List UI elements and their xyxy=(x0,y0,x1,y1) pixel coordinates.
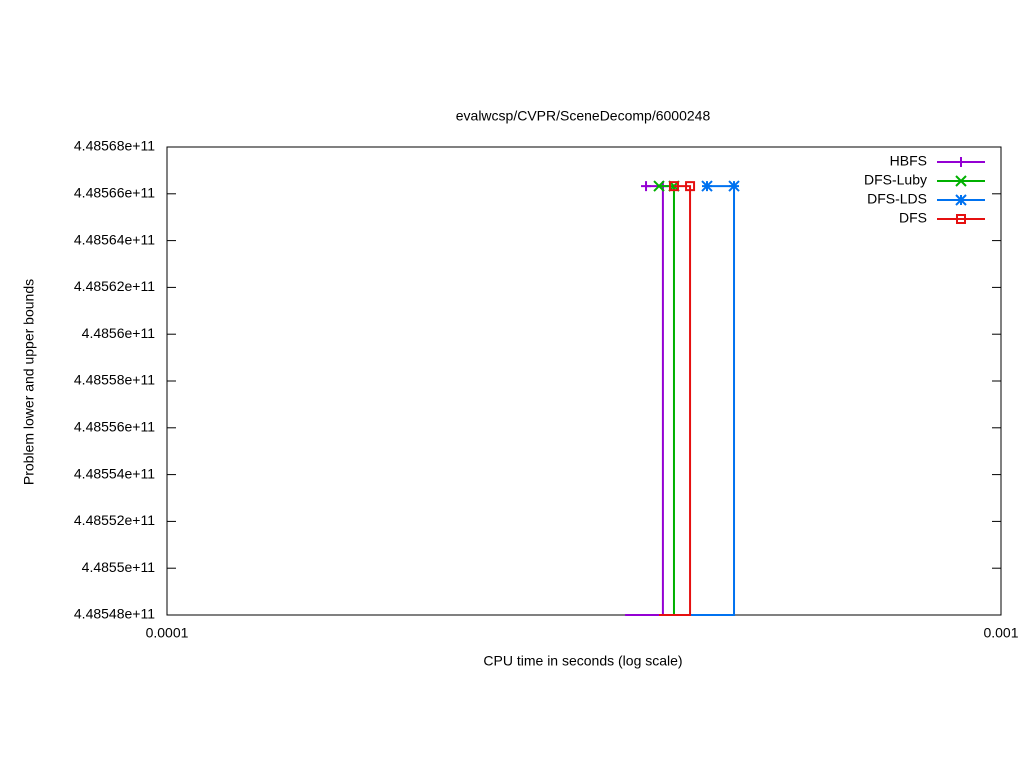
legend-marker xyxy=(955,175,967,187)
legend-marker xyxy=(955,194,967,206)
y-tick-label: 4.48548e+11 xyxy=(74,606,155,622)
y-tick-label: 4.4856e+11 xyxy=(82,325,156,341)
series-line xyxy=(659,185,692,616)
marker xyxy=(668,181,679,192)
marker xyxy=(685,181,696,192)
y-tick-label: 4.48554e+11 xyxy=(74,465,155,481)
series-line xyxy=(690,185,736,616)
chart-title: evalwcsp/CVPR/SceneDecomp/6000248 xyxy=(456,108,711,124)
marker xyxy=(641,181,652,192)
y-tick-label: 4.48562e+11 xyxy=(74,278,155,294)
legend-marker xyxy=(956,214,966,224)
series-line xyxy=(625,185,664,616)
legend-label: DFS-LDS xyxy=(867,191,927,207)
x-axis-label: CPU time in seconds (log scale) xyxy=(483,653,682,669)
legend-label: DFS xyxy=(899,210,927,226)
marker xyxy=(728,180,740,192)
legend-label: DFS-Luby xyxy=(864,172,927,188)
legend-marker xyxy=(956,157,966,167)
y-tick-label: 4.4855e+11 xyxy=(82,559,156,575)
y-tick-label: 4.48568e+11 xyxy=(74,138,155,154)
y-tick-label: 4.48558e+11 xyxy=(74,372,155,388)
marker xyxy=(653,180,665,192)
y-tick-label: 4.48556e+11 xyxy=(74,419,155,435)
legend-label: HBFS xyxy=(890,153,927,169)
x-tick-label: 0.0001 xyxy=(146,625,189,641)
y-tick-label: 4.48552e+11 xyxy=(74,512,155,528)
marker xyxy=(701,180,713,192)
y-tick-label: 4.48566e+11 xyxy=(74,185,155,201)
x-tick-label: 0.001 xyxy=(983,625,1018,641)
y-tick-label: 4.48564e+11 xyxy=(74,231,155,247)
y-axis-label: Problem lower and upper bounds xyxy=(21,279,37,485)
